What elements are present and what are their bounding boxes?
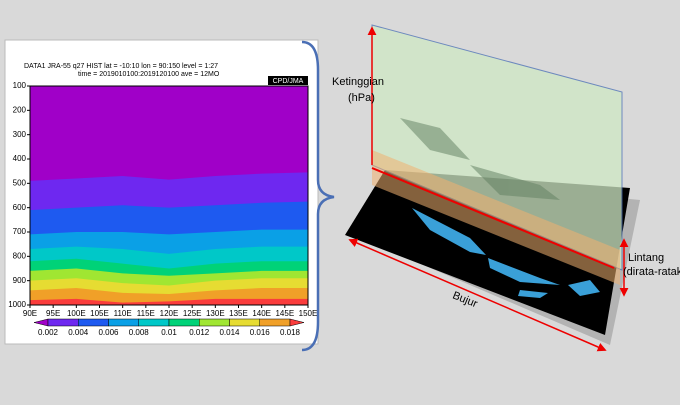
y-tick-label: 400 — [13, 154, 27, 163]
x-tick-label: 135E — [229, 309, 248, 318]
x-tick-label: 95E — [46, 309, 60, 318]
colorbar-cell — [168, 318, 200, 327]
credit: CPD/JMA — [273, 78, 304, 85]
x-tick-label: 110E — [114, 309, 132, 318]
colorbar-label: 0.014 — [219, 328, 240, 337]
colorbar-cell — [47, 318, 79, 327]
x-tick-label: 90E — [23, 309, 37, 318]
colorbar-cell — [138, 318, 170, 327]
colorbar-cell — [199, 318, 230, 327]
x-tick-label: 130E — [206, 309, 225, 318]
island — [400, 118, 470, 160]
y-tick-label: 500 — [13, 178, 27, 187]
y-tick-label: 300 — [13, 130, 27, 139]
y-tick-label: 800 — [13, 251, 27, 260]
height-label: Ketinggian — [332, 76, 384, 88]
lon-arrow — [348, 238, 607, 352]
lat-note: (dirata-ratakan) — [623, 266, 680, 278]
colorbar-label: 0.01 — [161, 328, 177, 337]
lon-label: Bujur — [451, 289, 480, 310]
island — [470, 165, 560, 200]
colorbar-cell — [78, 318, 109, 327]
y-tick-label: 200 — [13, 105, 27, 114]
lat-label: Lintang — [628, 252, 664, 264]
colorbar-label: 0.018 — [280, 328, 301, 337]
y-tick-label: 700 — [13, 227, 27, 236]
x-tick-label: 145E — [275, 309, 294, 318]
y-tick-label: 600 — [13, 203, 27, 212]
x-tick-label: 105E — [90, 309, 109, 318]
colorbar-end — [289, 318, 305, 327]
colorbar-label: 0.016 — [250, 328, 271, 337]
islands-ghost — [400, 118, 560, 200]
colorbar-label: 0.012 — [189, 328, 210, 337]
y-tick-label: 900 — [13, 276, 27, 285]
x-tick-label: 115E — [137, 309, 155, 318]
colorbar-label: 0.004 — [68, 328, 89, 337]
height-unit: (hPa) — [348, 92, 375, 104]
credit-box — [268, 76, 308, 85]
colorbar-cell — [229, 318, 260, 327]
x-tick-label: 125E — [183, 309, 202, 318]
x-tick-label: 100E — [67, 309, 86, 318]
colorbar-label: 0.002 — [38, 328, 59, 337]
x-tick-label: 150E — [299, 309, 318, 318]
header-line: time = 2019010100:2019120100 ave = 12MO — [78, 71, 220, 78]
y-tick-label: 1000 — [8, 300, 26, 309]
contour-band — [30, 298, 308, 305]
colorbar-cell — [108, 318, 139, 327]
colorbar-cell — [259, 318, 291, 327]
x-tick-label: 140E — [252, 309, 271, 318]
header-line: DATA1 JRA-55 q27 HIST lat = -10:10 lon =… — [24, 63, 218, 70]
y-tick-label: 100 — [13, 81, 27, 90]
colorbar-label: 0.008 — [129, 328, 150, 337]
x-tick-label: 120E — [160, 309, 179, 318]
colorbar-label: 0.006 — [98, 328, 119, 337]
brace — [301, 40, 335, 352]
